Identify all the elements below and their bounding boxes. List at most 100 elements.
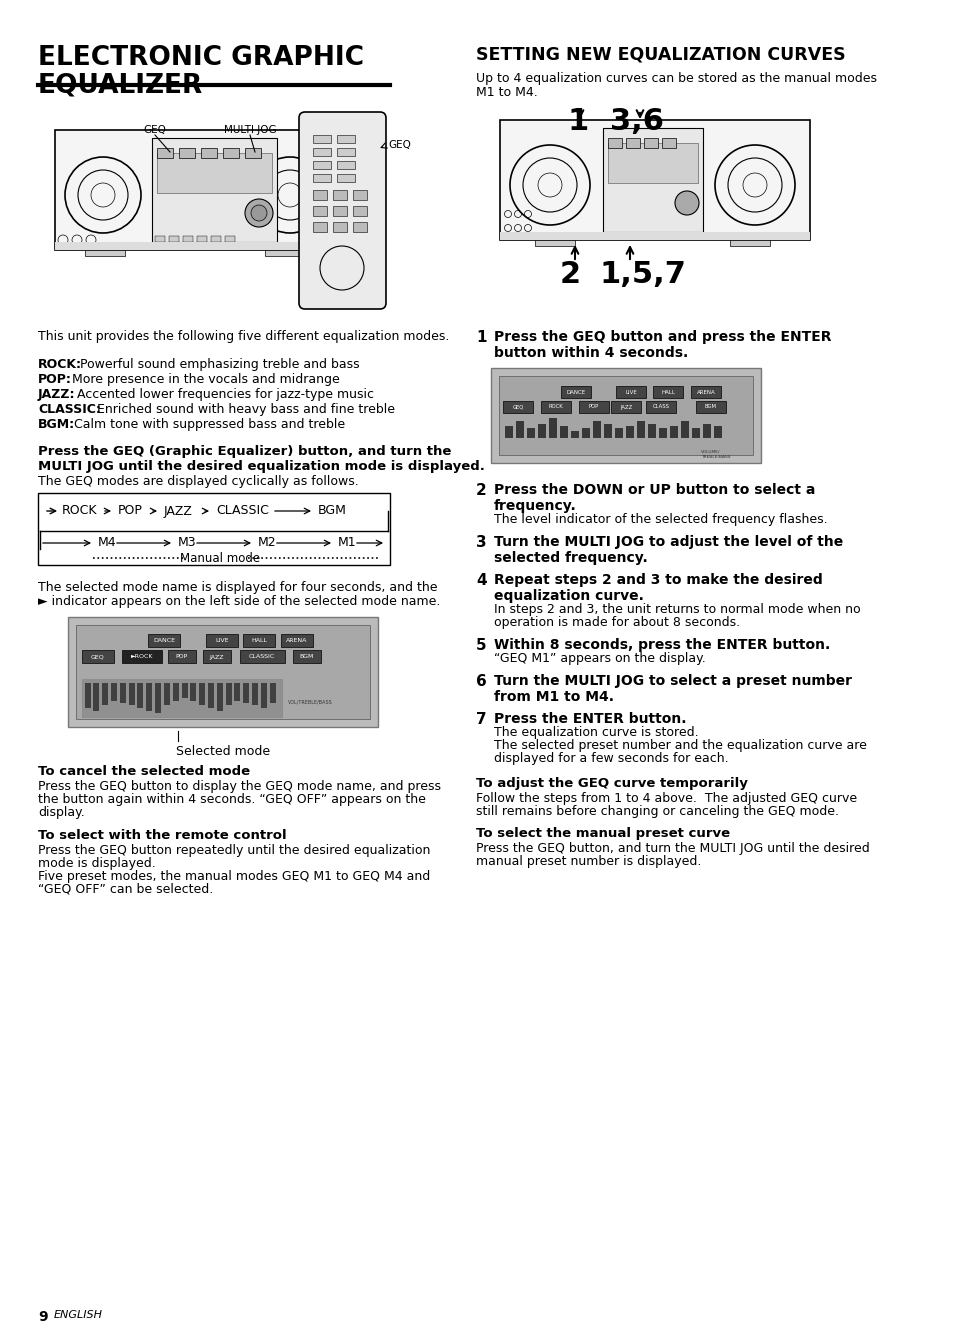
Text: still remains before changing or canceling the GEQ mode.: still remains before changing or canceli… — [476, 805, 838, 819]
Bar — [659, 429, 666, 438]
Text: GEQ: GEQ — [388, 140, 411, 150]
Text: Five preset modes, the manual modes GEQ M1 to GEQ M4 and: Five preset modes, the manual modes GEQ … — [38, 870, 430, 882]
Bar — [154, 683, 161, 713]
Text: HALL: HALL — [660, 390, 674, 394]
Text: ►ROCK: ►ROCK — [131, 655, 153, 659]
Bar — [637, 421, 644, 438]
Bar — [179, 148, 194, 158]
Bar — [616, 386, 645, 398]
Text: To select the manual preset curve: To select the manual preset curve — [476, 827, 729, 840]
Bar — [182, 683, 188, 697]
Text: ARENA: ARENA — [286, 639, 308, 643]
Text: The level indicator of the selected frequency flashes.: The level indicator of the selected freq… — [494, 512, 827, 526]
Bar — [243, 683, 249, 703]
Text: Press the ENTER button.: Press the ENTER button. — [494, 712, 686, 725]
Bar — [203, 650, 231, 663]
Text: GEQ: GEQ — [143, 125, 166, 134]
Bar — [578, 401, 608, 413]
Text: button within 4 seconds.: button within 4 seconds. — [494, 346, 687, 359]
Bar — [199, 683, 205, 705]
Bar — [216, 683, 223, 711]
Text: Within 8 seconds, press the ENTER button.: Within 8 seconds, press the ENTER button… — [494, 638, 829, 652]
Bar — [729, 240, 769, 246]
Bar — [336, 134, 355, 142]
Bar — [502, 401, 533, 413]
Bar — [148, 634, 180, 647]
Bar — [548, 418, 557, 438]
Bar — [252, 683, 257, 705]
FancyBboxPatch shape — [298, 112, 386, 309]
Bar — [146, 683, 152, 711]
Bar — [499, 120, 809, 240]
Bar — [607, 138, 621, 148]
Bar — [680, 421, 688, 438]
Text: Press the GEQ (Graphic Equalizer) button, and turn the: Press the GEQ (Graphic Equalizer) button… — [38, 445, 451, 458]
Bar — [333, 206, 347, 216]
Bar — [154, 236, 165, 242]
Bar — [168, 650, 195, 663]
Text: Press the GEQ button repeatedly until the desired equalization: Press the GEQ button repeatedly until th… — [38, 844, 430, 857]
Text: mode is displayed.: mode is displayed. — [38, 857, 155, 870]
Bar — [333, 190, 347, 200]
Text: M4: M4 — [98, 536, 116, 550]
Bar — [499, 232, 809, 240]
Bar — [157, 153, 272, 193]
Bar — [313, 206, 327, 216]
Text: MULTI JOG: MULTI JOG — [223, 125, 276, 134]
Text: HALL: HALL — [251, 639, 267, 643]
Text: Powerful sound emphasizing treble and bass: Powerful sound emphasizing treble and ba… — [76, 358, 359, 371]
Bar — [233, 683, 240, 701]
Bar — [102, 683, 108, 705]
Bar — [313, 190, 327, 200]
Bar — [702, 425, 710, 438]
Bar — [211, 236, 221, 242]
Text: POP: POP — [175, 655, 188, 659]
Text: ENGLISH: ENGLISH — [54, 1310, 103, 1320]
Bar — [68, 618, 377, 727]
Circle shape — [251, 205, 267, 221]
Bar — [498, 375, 752, 455]
Bar — [206, 634, 237, 647]
Bar — [559, 426, 567, 438]
Bar — [560, 386, 590, 398]
Bar — [281, 634, 313, 647]
Bar — [223, 148, 239, 158]
Text: operation is made for about 8 seconds.: operation is made for about 8 seconds. — [494, 616, 740, 630]
Bar — [535, 240, 575, 246]
Bar — [353, 190, 367, 200]
Text: To adjust the GEQ curve temporarily: To adjust the GEQ curve temporarily — [476, 777, 747, 791]
Text: M1: M1 — [337, 536, 356, 550]
Text: Up to 4 equalization curves can be stored as the manual modes: Up to 4 equalization curves can be store… — [476, 72, 876, 85]
Bar — [111, 683, 117, 701]
Text: Manual mode: Manual mode — [180, 551, 260, 564]
Text: displayed for a few seconds for each.: displayed for a few seconds for each. — [494, 752, 728, 765]
Bar — [647, 425, 656, 438]
Text: “GEQ M1” appears on the display.: “GEQ M1” appears on the display. — [494, 652, 705, 666]
Text: EQUALIZER: EQUALIZER — [38, 73, 203, 98]
Bar — [38, 492, 390, 564]
Bar — [208, 683, 213, 708]
Text: 7: 7 — [476, 712, 486, 727]
Text: frequency.: frequency. — [494, 499, 577, 512]
Text: SETTING NEW EQUALIZATION CURVES: SETTING NEW EQUALIZATION CURVES — [476, 45, 844, 63]
Text: “GEQ OFF” can be selected.: “GEQ OFF” can be selected. — [38, 882, 213, 896]
Bar — [313, 174, 331, 182]
Bar — [336, 161, 355, 169]
Bar — [82, 650, 113, 663]
Bar — [85, 683, 91, 708]
Text: Enriched sound with heavy bass and fine treble: Enriched sound with heavy bass and fine … — [92, 403, 395, 417]
Text: Turn the MULTI JOG to select a preset number: Turn the MULTI JOG to select a preset nu… — [494, 673, 851, 688]
Text: Follow the steps from 1 to 4 above.  The adjusted GEQ curve: Follow the steps from 1 to 4 above. The … — [476, 792, 856, 805]
Text: ELECTRONIC GRAPHIC: ELECTRONIC GRAPHIC — [38, 45, 364, 71]
Bar — [183, 236, 193, 242]
Text: The selected mode name is displayed for four seconds, and the: The selected mode name is displayed for … — [38, 582, 437, 594]
Bar — [129, 683, 135, 705]
Bar — [537, 425, 545, 438]
Bar — [516, 421, 523, 438]
Text: manual preset number is displayed.: manual preset number is displayed. — [476, 855, 700, 868]
Text: BGM:: BGM: — [38, 418, 75, 431]
Bar — [122, 650, 162, 663]
Bar — [615, 429, 622, 438]
Text: M3: M3 — [178, 536, 196, 550]
Text: 9: 9 — [38, 1310, 48, 1324]
